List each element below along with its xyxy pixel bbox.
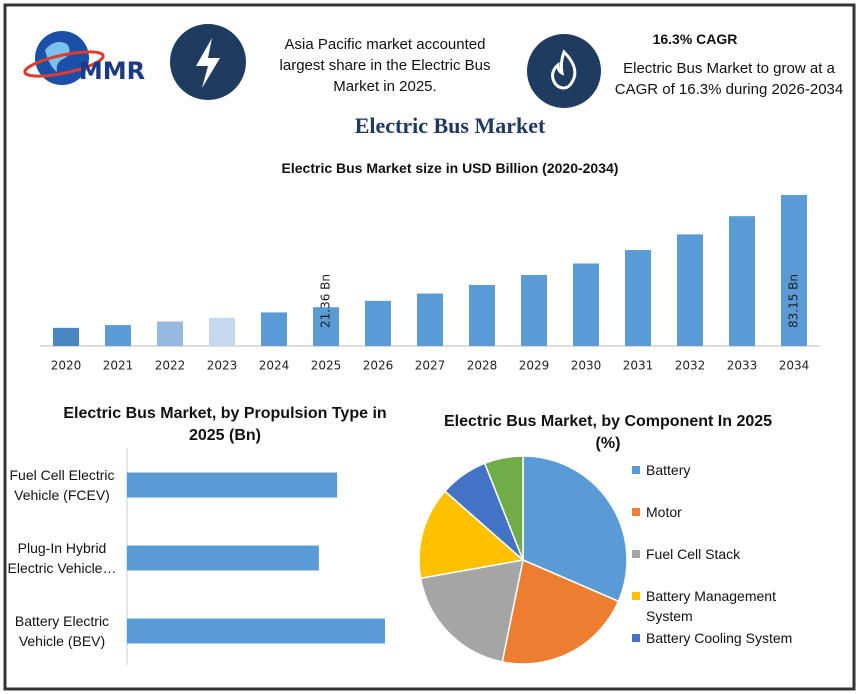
pie-slice [501,558,620,665]
bar [781,195,807,346]
x-tick-label: 2029 [519,359,550,373]
flame-icon [527,34,601,108]
x-tick-label: 2027 [415,359,446,373]
pie-slice [418,490,525,580]
cagr-heading: 16.3% CAGR [652,31,738,47]
x-tick-label: 2030 [571,359,602,373]
cagr-text: Electric Bus Market to grow at a CAGR of… [614,60,844,98]
pie-slice [522,455,628,603]
bar [127,472,338,498]
x-tick-label: 2026 [363,359,394,373]
category-label: Fuel Cell Electric Vehicle (FCEV) [9,467,115,503]
value-label: 83.15 Bn [787,274,801,328]
category-label: Battery Electric Vehicle (BEV) [14,613,110,649]
category-label: Plug-In Hybrid Electric Vehicle… [7,540,117,576]
x-tick-label: 2025 [311,359,342,373]
bar [313,307,339,346]
flame-shape [551,49,577,90]
x-tick-label: 2021 [103,359,134,373]
x-tick-label: 2034 [779,359,810,373]
legend-label: Motor [646,504,682,520]
x-tick-label: 2032 [675,359,706,373]
bar [157,321,183,346]
bar [53,327,79,346]
chart-title: Electric Bus Market size in USD Billion … [281,160,619,176]
legend-swatch [632,550,640,558]
legend-swatch [632,466,640,474]
x-tick-label: 2028 [467,359,498,373]
legend-swatch [632,508,640,516]
pie-slice [483,455,524,561]
logo-globe [23,31,105,85]
bar [105,325,131,346]
x-tick-label: 2024 [259,359,290,373]
bar [469,284,495,346]
chart-title: Electric Bus Market, by Component In 202… [443,413,773,452]
legend-swatch [632,634,640,642]
bar [127,618,385,644]
x-tick-label: 2022 [155,359,186,373]
x-tick-label: 2023 [207,359,238,373]
bolt-shape [196,38,220,88]
x-tick-label: 2033 [727,359,758,373]
legend-label: Battery Cooling System [646,630,793,646]
bar [127,545,319,571]
x-tick-label: 2020 [51,359,82,373]
bar [677,234,703,346]
frame [3,3,856,691]
legend-label: Battery [646,462,691,478]
chart-title: Electric Bus Market, by Propulsion Type … [63,405,387,444]
info-text: Asia Pacific market accounted largest sh… [279,36,491,95]
bar [417,293,443,346]
bar [261,312,287,346]
bar [573,263,599,346]
bar [521,275,547,346]
legend-label: Battery Management System [646,588,776,624]
pie-slice [419,559,524,663]
bar [729,216,755,346]
logo-text: MMR [79,57,145,85]
legend-swatch [632,592,640,600]
bar [209,317,235,346]
bar [625,250,651,346]
value-label: 21.36 Bn [319,274,333,328]
main-title: Electric Bus Market [354,113,546,138]
legend-label: Fuel Cell Stack [646,546,741,562]
x-tick-label: 2031 [623,359,654,373]
bar [365,300,391,346]
